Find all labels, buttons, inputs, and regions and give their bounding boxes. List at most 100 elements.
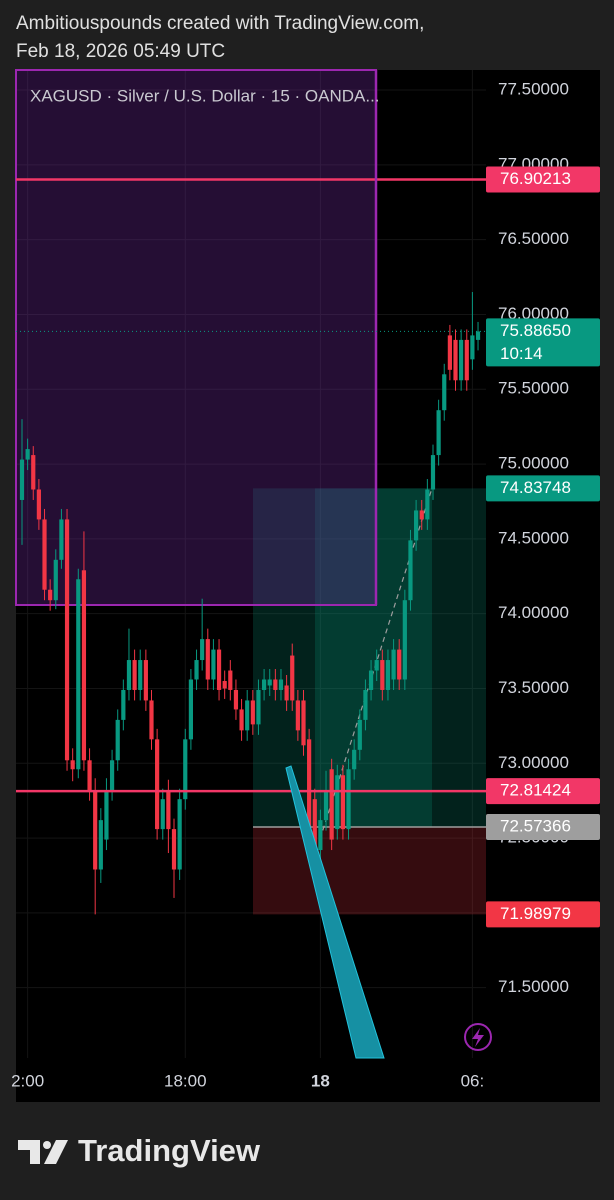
candle-body bbox=[132, 660, 137, 690]
candle-body bbox=[357, 719, 362, 750]
candle-body bbox=[273, 679, 278, 690]
candle-body bbox=[166, 790, 171, 830]
candle-body bbox=[453, 339, 458, 381]
price-tag bbox=[486, 318, 600, 367]
candle-body bbox=[261, 679, 267, 690]
candle-body bbox=[138, 660, 143, 690]
candle-body bbox=[352, 749, 357, 770]
candle-body bbox=[307, 739, 312, 830]
candle-body bbox=[318, 820, 323, 851]
candle-body bbox=[160, 799, 165, 830]
candle-body bbox=[419, 510, 424, 520]
candle-body bbox=[233, 689, 239, 710]
candle-body bbox=[278, 679, 284, 690]
candle-body bbox=[312, 799, 317, 851]
candle-body bbox=[368, 670, 374, 690]
candle-body bbox=[115, 719, 120, 761]
x-tick-label: 2:00 bbox=[11, 1071, 44, 1090]
candle-body bbox=[301, 700, 306, 746]
candle-body bbox=[177, 799, 182, 870]
y-tick-label: 76.00000 bbox=[498, 304, 569, 323]
countdown: 10:14 bbox=[500, 344, 543, 363]
candle-body bbox=[70, 760, 75, 770]
price-tag bbox=[486, 778, 600, 805]
stop-zone bbox=[253, 827, 486, 915]
candle-body bbox=[380, 660, 385, 690]
candle-body bbox=[228, 670, 233, 690]
candle-body bbox=[329, 769, 334, 840]
y-tick-label: 74.00000 bbox=[498, 603, 569, 622]
candle-body bbox=[183, 739, 188, 800]
y-tick-label: 75.00000 bbox=[498, 454, 569, 473]
candle-body bbox=[188, 679, 193, 740]
candle-body bbox=[109, 760, 115, 791]
candle-body bbox=[121, 689, 126, 720]
candle-body bbox=[64, 519, 70, 761]
brand-logo-dot bbox=[43, 1141, 51, 1149]
candle-body bbox=[475, 331, 481, 340]
header-line: Ambitiouspounds created with TradingView… bbox=[16, 13, 424, 34]
candle-body bbox=[442, 374, 447, 411]
y-tick-label: 77.50000 bbox=[498, 80, 569, 99]
price-tag-label: 72.81424 bbox=[500, 781, 571, 800]
candle-body bbox=[284, 685, 289, 701]
candle-body bbox=[87, 760, 92, 791]
rectangle-drawing bbox=[15, 69, 377, 606]
price-tag bbox=[486, 166, 600, 193]
candle-body bbox=[430, 455, 436, 490]
candle-body bbox=[171, 829, 177, 870]
candle-body bbox=[340, 775, 346, 830]
candle-body bbox=[295, 700, 300, 731]
candle-body bbox=[414, 510, 419, 541]
candle-body bbox=[93, 790, 98, 870]
candle-body bbox=[250, 700, 255, 725]
candle-body bbox=[239, 709, 244, 731]
candle-body bbox=[59, 519, 64, 560]
candle-body bbox=[36, 489, 41, 520]
price-tag-label: 71.98979 bbox=[500, 904, 571, 923]
candle-body bbox=[425, 489, 430, 520]
y-tick-label: 76.50000 bbox=[498, 229, 569, 248]
candle-body bbox=[385, 660, 391, 690]
candle-body bbox=[267, 679, 272, 686]
x-tick-label: 06: bbox=[461, 1071, 485, 1090]
candle-body bbox=[436, 410, 441, 456]
candle-body bbox=[149, 700, 154, 740]
y-tick-label: 75.50000 bbox=[498, 379, 569, 398]
y-tick-label: 73.00000 bbox=[498, 753, 569, 772]
header-line: Feb 18, 2026 05:49 UTC bbox=[16, 41, 225, 62]
candle-body bbox=[205, 639, 210, 680]
candle-body bbox=[126, 660, 132, 690]
candle-body bbox=[256, 689, 261, 725]
candle-body bbox=[104, 790, 109, 840]
candle-body bbox=[211, 649, 216, 680]
y-tick-label: 71.50000 bbox=[498, 977, 569, 996]
price-tag-label: 72.57366 bbox=[500, 817, 571, 836]
alert-icon[interactable] bbox=[464, 1023, 492, 1051]
chart-panel bbox=[16, 70, 600, 1102]
price-tag-label: 76.90213 bbox=[500, 169, 571, 188]
candle-body bbox=[470, 335, 475, 360]
candle-body bbox=[200, 639, 205, 661]
chart-title: XAGUSD · Silver / U.S. Dollar · 15 · OAN… bbox=[30, 86, 380, 105]
candle-body bbox=[459, 339, 464, 381]
arrow-drawing bbox=[285, 765, 385, 1059]
candle-body bbox=[402, 600, 407, 680]
candle-body bbox=[391, 649, 396, 680]
candle-body bbox=[19, 459, 25, 500]
y-tick-label: 74.50000 bbox=[498, 528, 569, 547]
candle-body bbox=[245, 700, 250, 731]
candle-body bbox=[408, 540, 413, 601]
price-tag-label: 75.88650 bbox=[500, 321, 571, 340]
candle-body bbox=[155, 739, 160, 830]
brand-name: TradingView bbox=[78, 1133, 261, 1168]
candle-body bbox=[464, 339, 469, 381]
alert-bolt bbox=[472, 1028, 484, 1047]
candle-body bbox=[323, 790, 329, 821]
candle-body bbox=[335, 775, 340, 830]
candle-body bbox=[31, 455, 36, 490]
candle-body bbox=[216, 649, 222, 690]
candle-body bbox=[290, 655, 295, 701]
brand-logo bbox=[18, 1140, 68, 1164]
